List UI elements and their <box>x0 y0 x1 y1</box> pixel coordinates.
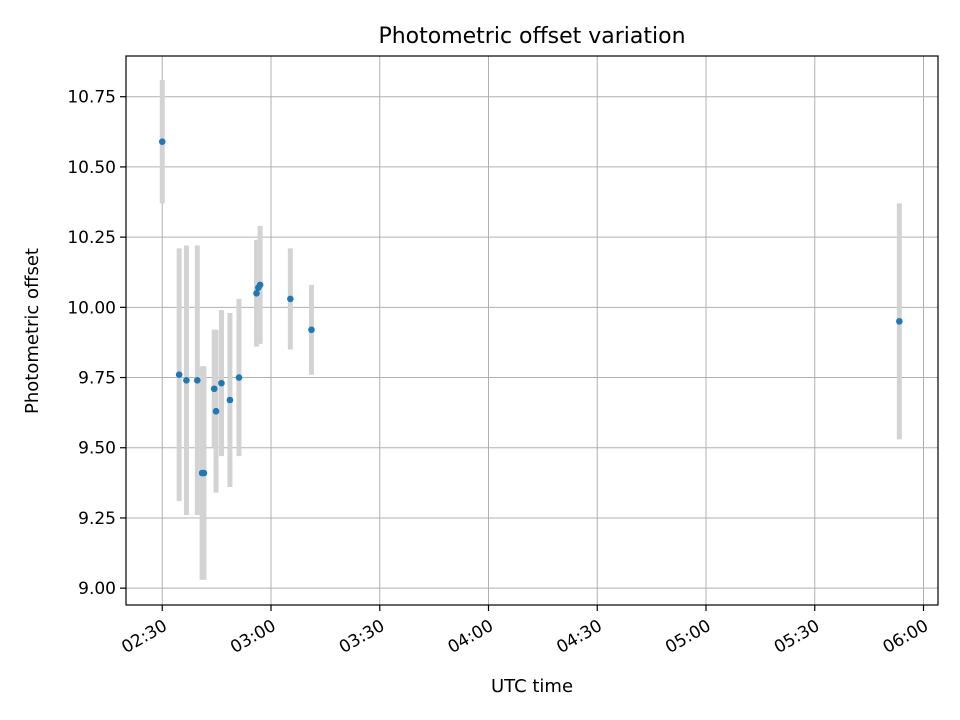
data-point <box>183 377 190 384</box>
error-bars <box>159 79 902 580</box>
x-tick-label: 03:30 <box>336 616 388 658</box>
y-axis-label: Photometric offset <box>22 248 43 414</box>
y-tick-label: 10.75 <box>67 88 116 108</box>
data-point <box>175 371 183 379</box>
data-point <box>235 374 243 381</box>
x-tick-label: 04:00 <box>445 616 497 658</box>
plot-frame <box>125 55 939 606</box>
data-point <box>308 326 315 334</box>
data-points <box>158 138 903 477</box>
chart-title: Photometric offset variation <box>378 24 685 49</box>
y-tick-label: 10.00 <box>67 298 116 318</box>
data-point <box>212 407 220 415</box>
data-point <box>218 379 225 387</box>
data-point <box>287 295 294 303</box>
x-tick-label: 05:30 <box>771 616 823 658</box>
x-tick-label: 02:30 <box>118 616 170 658</box>
x-axis-label: UTC time <box>491 676 573 697</box>
y-tick-label: 10.25 <box>67 228 116 248</box>
data-point <box>253 289 260 297</box>
x-tick-label: 03:00 <box>227 616 279 658</box>
data-point <box>256 281 264 289</box>
y-tick-label: 9.00 <box>78 579 116 599</box>
data-point <box>896 318 903 325</box>
data-point <box>210 385 218 393</box>
y-tick-label: 9.75 <box>78 369 116 389</box>
x-tick-label: 05:00 <box>662 616 714 658</box>
grid <box>126 56 938 605</box>
y-tick-label: 10.50 <box>67 158 116 178</box>
data-point <box>200 469 208 477</box>
data-point <box>226 396 234 404</box>
y-tick-label: 9.25 <box>78 509 116 529</box>
x-tick-label: 06:00 <box>880 616 932 658</box>
y-tick-label: 9.50 <box>78 439 116 459</box>
data-point <box>193 377 201 384</box>
x-tick-label: 04:30 <box>553 616 605 658</box>
data-point <box>158 138 166 145</box>
